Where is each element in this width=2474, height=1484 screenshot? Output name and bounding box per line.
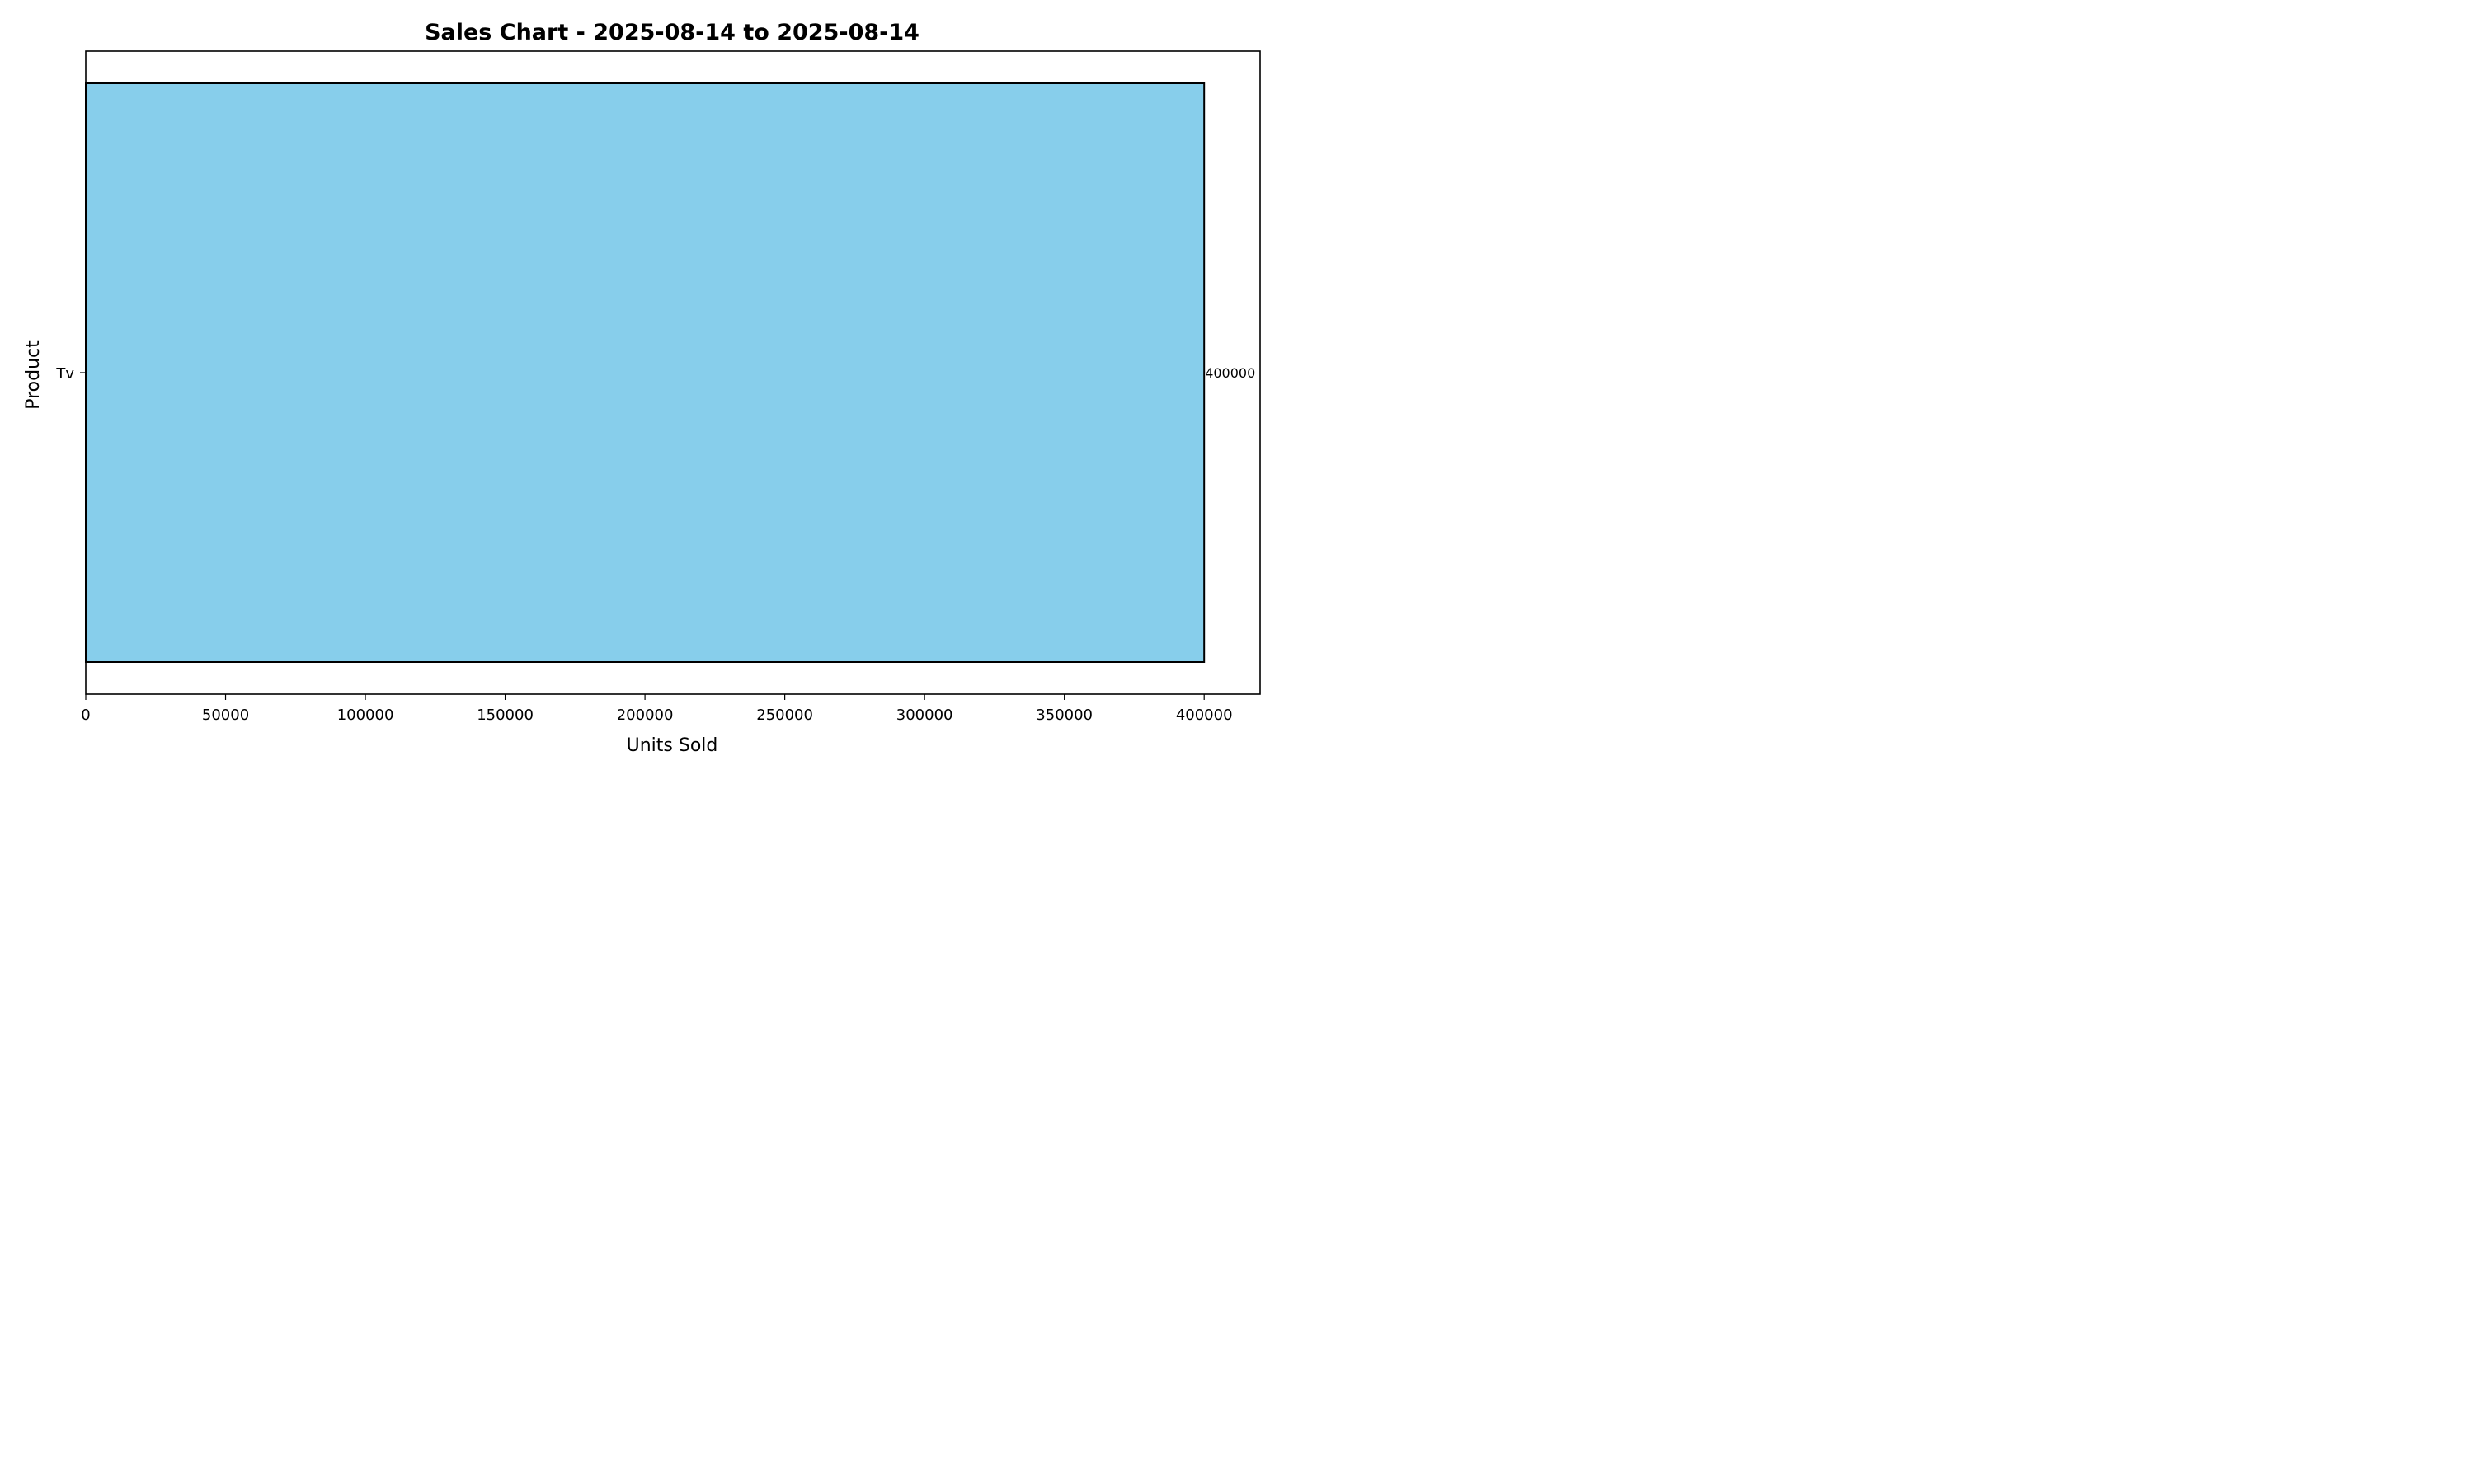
chart-container: Sales Chart - 2025-08-14 to 2025-08-14 4… [0, 0, 1290, 773]
data-label: 400000 [1205, 365, 1255, 381]
plot-frame [85, 50, 1261, 695]
x-tick-label: 0 [81, 707, 90, 724]
y-tick-label: Tv [55, 365, 74, 383]
x-tick-label: 300000 [896, 707, 953, 724]
chart-title: Sales Chart - 2025-08-14 to 2025-08-14 [425, 20, 920, 45]
x-tick-label: 50000 [202, 707, 249, 724]
plot-area: 400000 Tv 0 50000 100000 150000 200000 250000 30… [55, 50, 1261, 724]
x-tick-label: 100000 [337, 707, 394, 724]
x-axis-label: Units Sold [627, 735, 718, 756]
y-axis-label: Product [23, 340, 44, 410]
chart-svg: Sales Chart - 2025-08-14 to 2025-08-14 4… [23, 20, 1261, 756]
x-tick-label: 200000 [617, 707, 674, 724]
x-tick-label: 250000 [756, 707, 813, 724]
x-tick-label: 150000 [477, 707, 534, 724]
x-tick-label: 350000 [1036, 707, 1093, 724]
bar-tv [85, 82, 1206, 663]
x-tick-label: 400000 [1176, 707, 1233, 724]
